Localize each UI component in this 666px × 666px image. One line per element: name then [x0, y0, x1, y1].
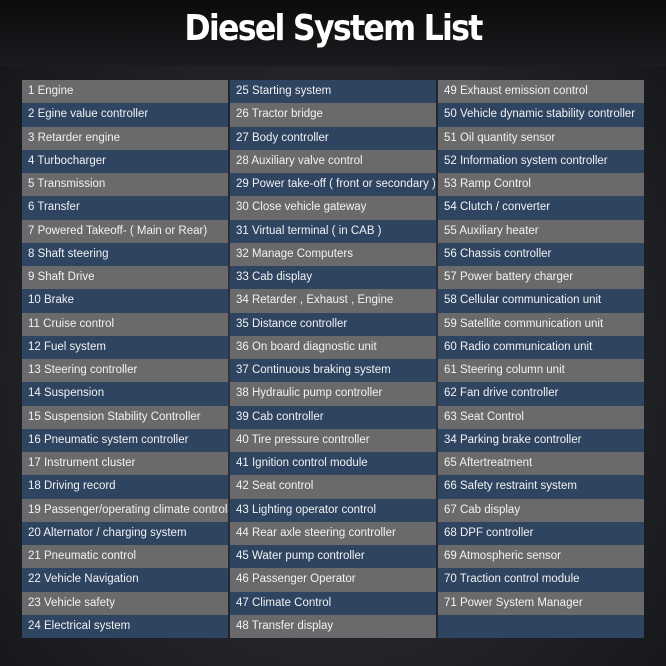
system-list-item: 56 Chassis controller: [438, 242, 644, 266]
system-list-item: 49 Exhaust emission control: [438, 80, 644, 104]
system-list-item: 50 Vehicle dynamic stability controller: [438, 103, 644, 127]
system-list-item: 24 Electrical system: [22, 614, 228, 638]
system-list-item: 62 Fan drive controller: [438, 382, 644, 406]
system-list-item: 58 Cellular communication unit: [438, 289, 644, 313]
system-list-item: 12 Fuel system: [22, 335, 228, 359]
system-list-item: 5 Transmission: [22, 173, 228, 197]
system-list-item: 66 Safety restraint system: [438, 475, 644, 499]
system-list-item: 18 Driving record: [22, 475, 228, 499]
system-list-item: 34 Parking brake controller: [438, 428, 644, 452]
system-list-item: 1 Engine: [22, 80, 228, 104]
system-list-item: 11 Cruise control: [22, 312, 228, 336]
system-list-item: 42 Seat control: [230, 475, 436, 499]
system-list-item: 37 Continuous braking system: [230, 359, 436, 383]
system-list-item: 54 Clutch / converter: [438, 196, 644, 220]
system-list-item: 38 Hydraulic pump controller: [230, 382, 436, 406]
system-list-item: 59 Satellite communication unit: [438, 312, 644, 336]
system-list-item: 10 Brake: [22, 289, 228, 313]
system-list-item: 2 Egine value controller: [22, 103, 228, 127]
system-list-item: 33 Cab display: [230, 266, 436, 290]
system-list-item: 13 Steering controller: [22, 359, 228, 383]
system-list-item: 16 Pneumatic system controller: [22, 428, 228, 452]
system-list-item: 4 Turbocharger: [22, 149, 228, 173]
system-list-item: 22 Vehicle Navigation: [22, 568, 228, 592]
system-list-item: 17 Instrument cluster: [22, 452, 228, 476]
system-list-item: 15 Suspension Stability Controller: [22, 405, 228, 429]
system-list-table: 1 Engine 25 Starting system 49 Exhaust emi…: [22, 80, 644, 638]
system-list-item: 70 Traction control module: [438, 568, 644, 592]
system-list-item: 6 Transfer: [22, 196, 228, 220]
system-list-item: [438, 614, 644, 638]
system-list-item: 48 Transfer display: [230, 614, 436, 638]
system-list-item: 44 Rear axle steering controller: [230, 521, 436, 545]
system-list-item: 60 Radio communication unit: [438, 335, 644, 359]
system-list-item: 14 Suspension: [22, 382, 228, 406]
system-list-item: 34 Retarder , Exhaust , Engine: [230, 289, 436, 313]
system-list-item: 35 Distance controller: [230, 312, 436, 336]
system-list-item: 43 Lighting operator control: [230, 498, 436, 522]
system-list-item: 47 Climate Control: [230, 591, 436, 615]
system-list-item: 71 Power System Manager: [438, 591, 644, 615]
system-list-item: 67 Cab display: [438, 498, 644, 522]
system-list-item: 27 Body controller: [230, 126, 436, 150]
page-title: Diesel System List: [184, 8, 483, 49]
system-list-item: 41 Ignition control module: [230, 452, 436, 476]
system-list-item: 65 Aftertreatment: [438, 452, 644, 476]
system-list-item: 57 Power battery charger: [438, 266, 644, 290]
system-list-item: 36 On board diagnostic unit: [230, 335, 436, 359]
system-list-item: 25 Starting system: [230, 80, 436, 104]
system-list-item: 30 Close vehicle gateway: [230, 196, 436, 220]
system-list-item: 28 Auxiliary valve control: [230, 149, 436, 173]
system-list-item: 29 Power take-off ( front or secondary ): [230, 173, 436, 197]
system-list-item: 9 Shaft Drive: [22, 266, 228, 290]
system-list-item: 63 Seat Control: [438, 405, 644, 429]
system-list-item: 68 DPF controller: [438, 521, 644, 545]
system-list-item: 26 Tractor bridge: [230, 103, 436, 127]
system-list-item: 69 Atmospheric sensor: [438, 545, 644, 569]
system-list-item: 52 Information system controller: [438, 149, 644, 173]
system-list-item: 21 Pneumatic control: [22, 545, 228, 569]
system-list-item: 3 Retarder engine: [22, 126, 228, 150]
system-list-item: 46 Passenger Operator: [230, 568, 436, 592]
system-list-item: 8 Shaft steering: [22, 242, 228, 266]
system-list-item: 39 Cab controller: [230, 405, 436, 429]
system-list-item: 23 Vehicle safety: [22, 591, 228, 615]
system-list-item: 32 Manage Computers: [230, 242, 436, 266]
system-list-item: 31 Virtual terminal ( in CAB ): [230, 219, 436, 243]
system-list-item: 51 Oil quantity sensor: [438, 126, 644, 150]
system-list-item: 45 Water pump controller: [230, 545, 436, 569]
system-list-item: 19 Passenger/operating climate control: [22, 498, 228, 522]
title-bar: Diesel System List: [0, 0, 666, 66]
system-list-item: 7 Powered Takeoff- ( Main or Rear): [22, 219, 228, 243]
system-list-item: 55 Auxiliary heater: [438, 219, 644, 243]
system-list-item: 20 Alternator / charging system: [22, 521, 228, 545]
system-list-item: 61 Steering column unit: [438, 359, 644, 383]
system-list-item: 53 Ramp Control: [438, 173, 644, 197]
system-list-item: 40 Tire pressure controller: [230, 428, 436, 452]
